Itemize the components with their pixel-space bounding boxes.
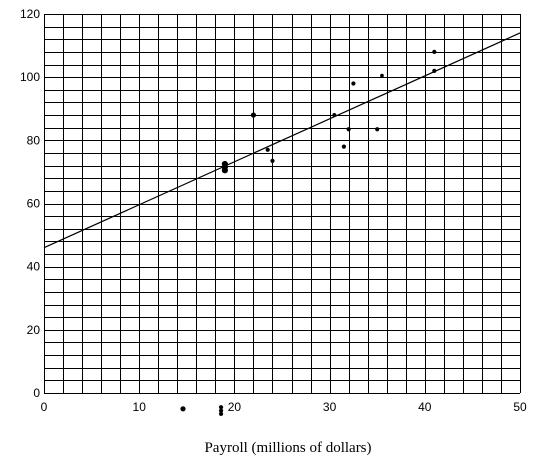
- x-tick-label: 50: [513, 400, 527, 414]
- y-tick-label: 80: [27, 133, 41, 147]
- data-point: [380, 73, 384, 78]
- x-tick-label: 30: [323, 400, 337, 414]
- data-point: [341, 144, 346, 149]
- data-point: [265, 147, 270, 152]
- data-point: [432, 68, 437, 73]
- data-points-layer: [180, 49, 437, 416]
- x-axis-tick-labels: 0 10 20 30 40 50: [41, 400, 527, 414]
- trend-line: [43, 32, 521, 249]
- x-tick-label: 40: [418, 400, 432, 414]
- x-tick-label: 0: [41, 400, 48, 414]
- data-point: [375, 127, 380, 132]
- data-point: [218, 408, 224, 413]
- x-tick-label: 20: [228, 400, 242, 414]
- y-tick-label: 100: [20, 70, 40, 84]
- data-point: [180, 406, 186, 412]
- data-point: [332, 112, 337, 118]
- y-tick-label: 40: [27, 260, 41, 274]
- y-tick-label: 60: [27, 197, 41, 211]
- trend-line-layer: [43, 32, 521, 249]
- data-point: [346, 127, 351, 132]
- data-point: [221, 167, 228, 174]
- x-tick-label: 10: [133, 400, 147, 414]
- y-axis-tick-labels: 0 20 40 60 80 100 120: [20, 7, 40, 400]
- data-point: [351, 81, 356, 86]
- y-tick-label: 0: [33, 386, 40, 400]
- data-point: [270, 158, 275, 163]
- data-point: [432, 49, 437, 55]
- data-point: [218, 405, 224, 410]
- y-tick-label: 20: [27, 323, 41, 337]
- grid-layer: [44, 14, 521, 394]
- y-tick-label: 120: [20, 7, 40, 21]
- x-axis-title: Payroll (millions of dollars): [204, 440, 371, 456]
- data-point: [250, 112, 257, 118]
- data-point: [218, 411, 224, 416]
